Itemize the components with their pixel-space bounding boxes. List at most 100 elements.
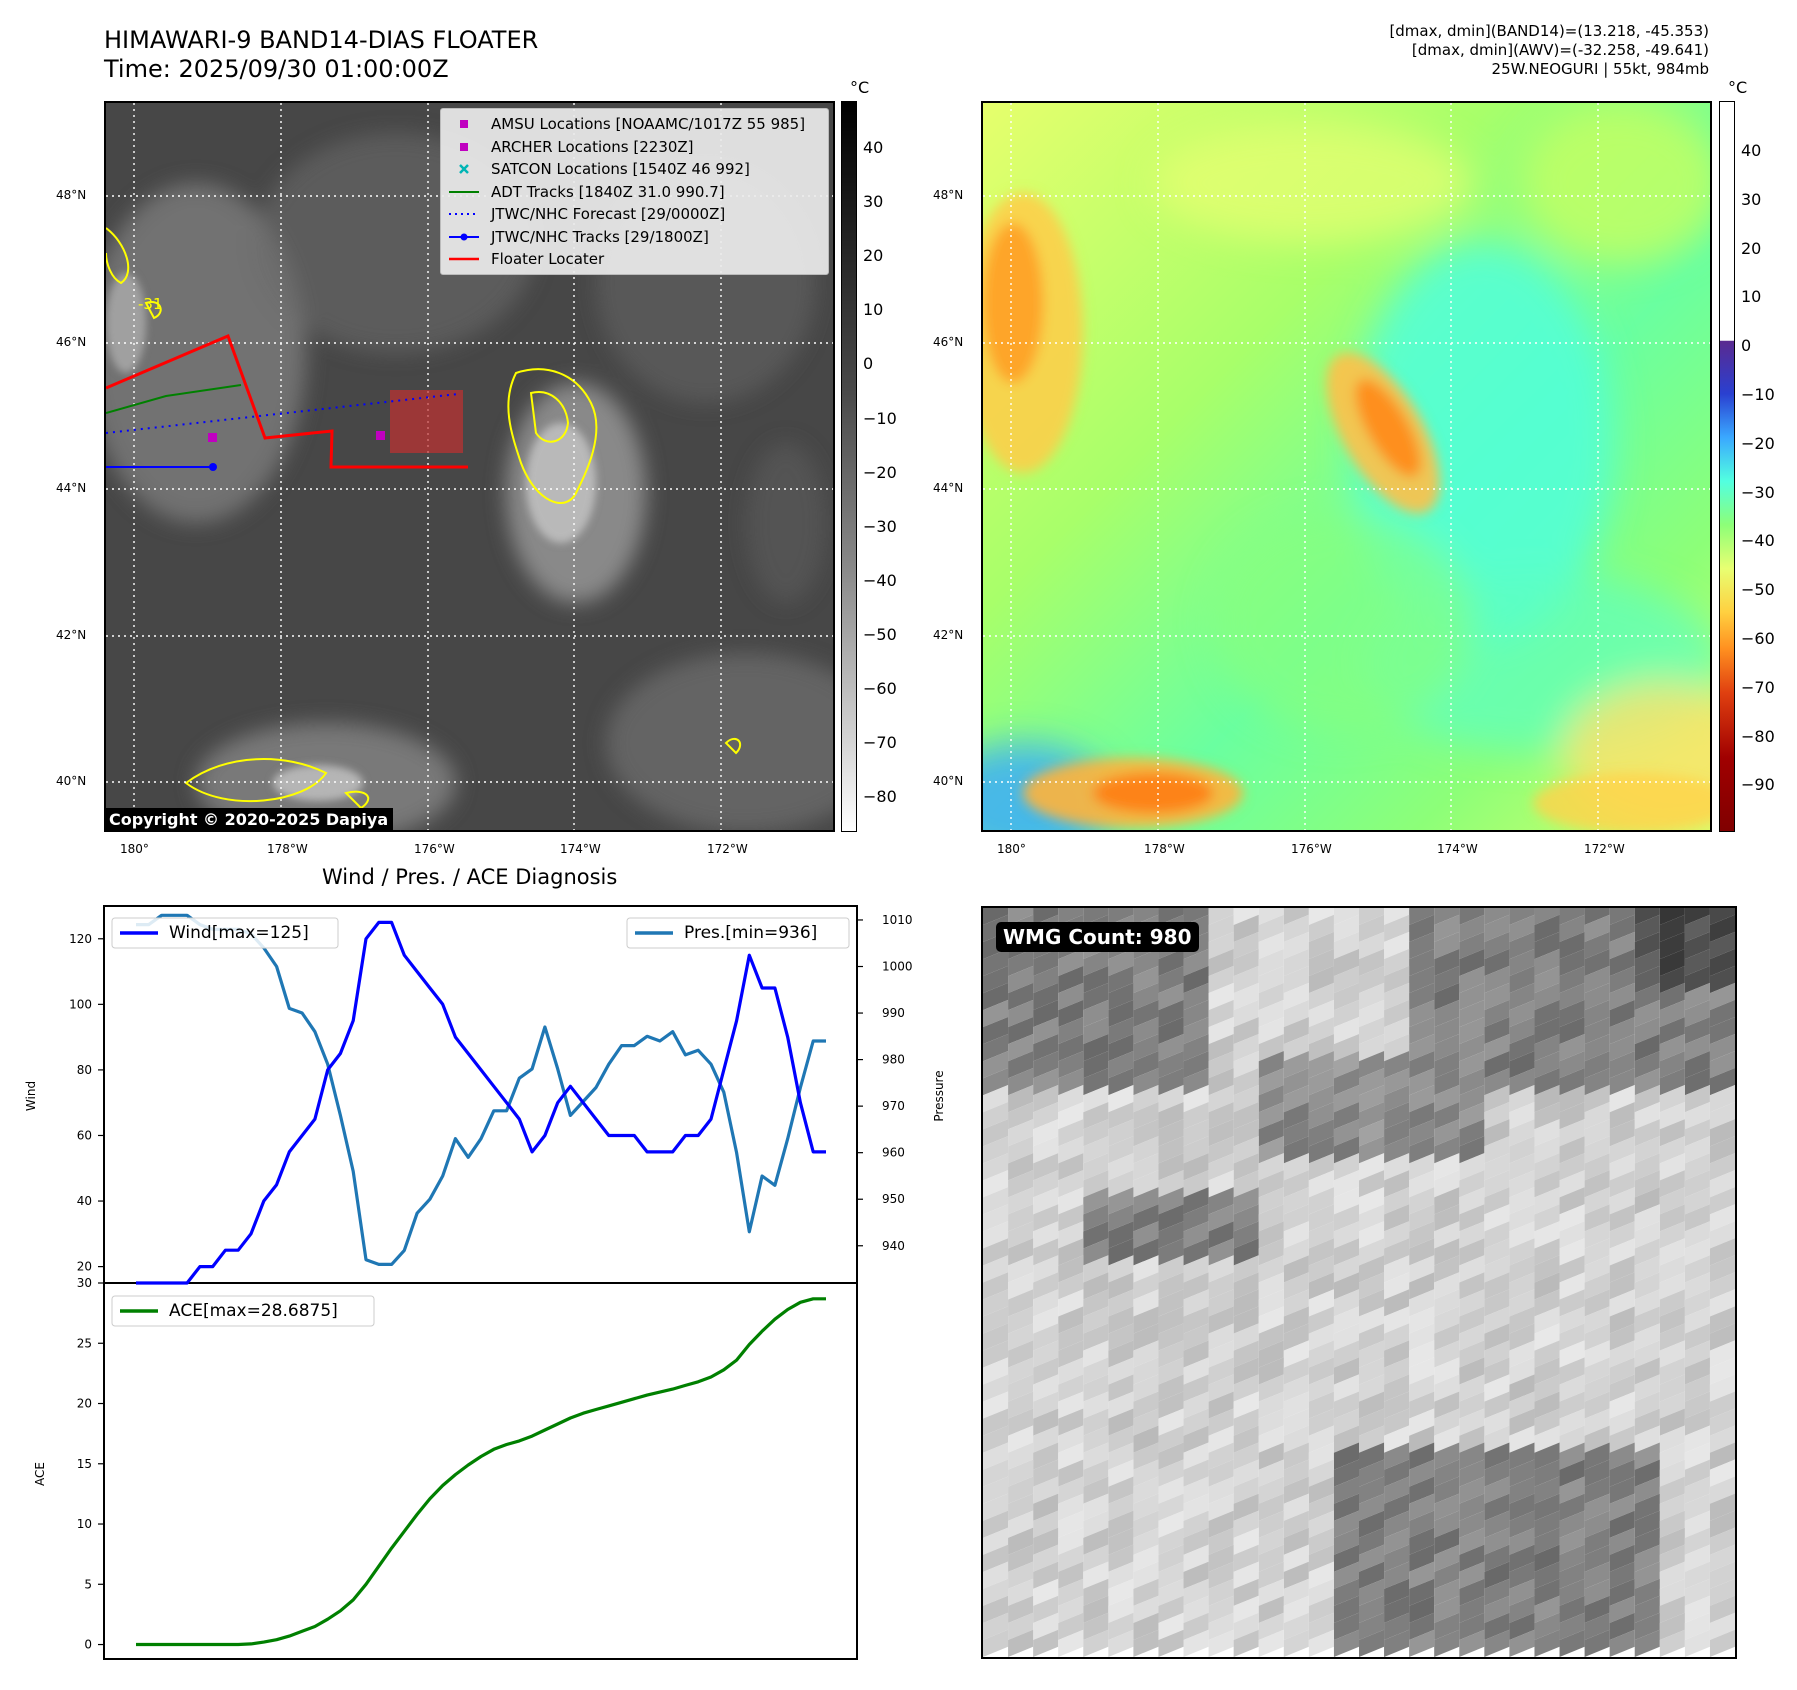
wmg-cell [1534, 1187, 1560, 1215]
wmg-cell [1033, 1085, 1059, 1113]
jtwc-forecast-track [106, 393, 459, 434]
wmg-cell [1634, 1085, 1660, 1113]
wmg-cell [1384, 908, 1410, 926]
wmg-cell [1133, 982, 1159, 1011]
wmg-cell [1559, 1442, 1585, 1470]
wmg-cell [1083, 1425, 1109, 1453]
wmg-cell [1484, 1510, 1510, 1538]
wmg-cell [1659, 1493, 1685, 1521]
wmg-cell [1409, 1578, 1435, 1606]
wmg-cell [1359, 1459, 1385, 1487]
wmg-cell [1359, 1306, 1385, 1334]
wmg-cell [1609, 965, 1635, 994]
wmg-cell [1008, 1527, 1034, 1555]
wmg-cell [1659, 1238, 1685, 1266]
wmg-cell [1133, 1561, 1159, 1589]
lon-tick-label: 174°W [560, 842, 601, 856]
wmg-cell [1509, 1238, 1535, 1266]
legend-satcon-label: SATCON Locations [1540Z 46 992] [491, 160, 750, 179]
wmg-cell [1233, 1153, 1259, 1181]
awv-colorbar-unit: °C [1728, 78, 1748, 97]
lat-tick-label: 48°N [933, 188, 964, 202]
wmg-cell [1509, 914, 1535, 943]
wmg-cell [1333, 1238, 1359, 1266]
wmg-cell [1158, 982, 1184, 1011]
wmg-cell [1584, 1238, 1610, 1266]
wmg-cell [1459, 1527, 1485, 1555]
wmg-cell [1434, 999, 1460, 1028]
wmg-cell [1609, 1493, 1635, 1521]
wmg-cell [1384, 1306, 1410, 1334]
awv-moisture-field [983, 103, 1710, 830]
wmg-cell [1709, 1085, 1735, 1113]
lat-tick-label: 42°N [56, 628, 87, 642]
wmg-cell [1684, 1272, 1710, 1300]
wmg-cell [1333, 931, 1359, 960]
wmg-cell [1233, 1357, 1259, 1385]
wmg-cell [1584, 1153, 1610, 1181]
wmg-cell [1409, 1425, 1435, 1453]
wmg-cell [1083, 1357, 1109, 1385]
wmg-cell [1659, 1170, 1685, 1198]
wmg-cell [1208, 1442, 1234, 1470]
wmg-cell [1584, 1476, 1610, 1504]
wmg-cell [1333, 1306, 1359, 1334]
wmg-cell [1208, 1204, 1234, 1232]
wmg-cell [983, 1050, 1009, 1079]
wmg-cell [1359, 1561, 1385, 1589]
wmg-cell [1559, 1459, 1585, 1487]
wmg-cell [1384, 1136, 1410, 1164]
wmg-cell [1484, 1595, 1510, 1623]
wmg-cell [1634, 1510, 1660, 1538]
wmg-cell [1484, 1016, 1510, 1045]
wmg-cell [1384, 1408, 1410, 1436]
wmg-cell [1559, 1289, 1585, 1317]
wmg-cell [1083, 1016, 1109, 1045]
wmg-cell [1459, 1510, 1485, 1538]
wmg-cell [983, 1374, 1009, 1402]
wmg-cell [1033, 1119, 1059, 1147]
wmg-cell [1384, 1238, 1410, 1266]
wmg-cell [1709, 1425, 1735, 1453]
wmg-cell [1484, 1476, 1510, 1504]
wmg-cell [1033, 999, 1059, 1028]
pressure-tick-label: 960 [882, 1146, 905, 1160]
wmg-cell [1434, 1323, 1460, 1351]
wmg-cell [1033, 1391, 1059, 1419]
ir-colorbar-tick: 20 [863, 246, 884, 266]
wmg-cell [1684, 1238, 1710, 1266]
wmg-cell [1333, 1612, 1359, 1640]
wmg-cell [1509, 999, 1535, 1028]
wmg-cell [1509, 1255, 1535, 1283]
wmg-cell [1484, 1340, 1510, 1368]
wmg-cell [1008, 1408, 1034, 1436]
lon-tick-label: 180° [997, 842, 1026, 856]
wmg-cell [1108, 1153, 1134, 1181]
wmg-cell [1158, 1221, 1184, 1249]
wmg-cell [1208, 1153, 1234, 1181]
wmg-cell [1559, 1221, 1585, 1249]
wmg-cell [1008, 1340, 1034, 1368]
wmg-cell [1384, 914, 1410, 943]
wmg-cell [1559, 1272, 1585, 1300]
wmg-cell [1384, 1187, 1410, 1215]
wmg-cell [1308, 1493, 1334, 1521]
wmg-cell [1409, 1561, 1435, 1589]
wmg-cell [1283, 965, 1309, 994]
wmg-cell [1384, 1016, 1410, 1045]
wmg-cell [1233, 914, 1259, 943]
wmg-cell [1283, 1527, 1309, 1555]
wmg-cell [1258, 1323, 1284, 1351]
wmg-cell [1634, 1255, 1660, 1283]
wmg-cell [1033, 1050, 1059, 1079]
wmg-cell [983, 1085, 1009, 1113]
wmg-cell [1609, 1459, 1635, 1487]
wmg-cell [1058, 1442, 1084, 1470]
wmg-cell [1083, 1306, 1109, 1334]
wmg-cell [1058, 1255, 1084, 1283]
wmg-cell [1659, 914, 1685, 943]
wmg-cell [1308, 1102, 1334, 1130]
wmg-cell [1158, 1119, 1184, 1147]
wmg-cell [1609, 1340, 1635, 1368]
wmg-cell [1634, 1578, 1660, 1606]
